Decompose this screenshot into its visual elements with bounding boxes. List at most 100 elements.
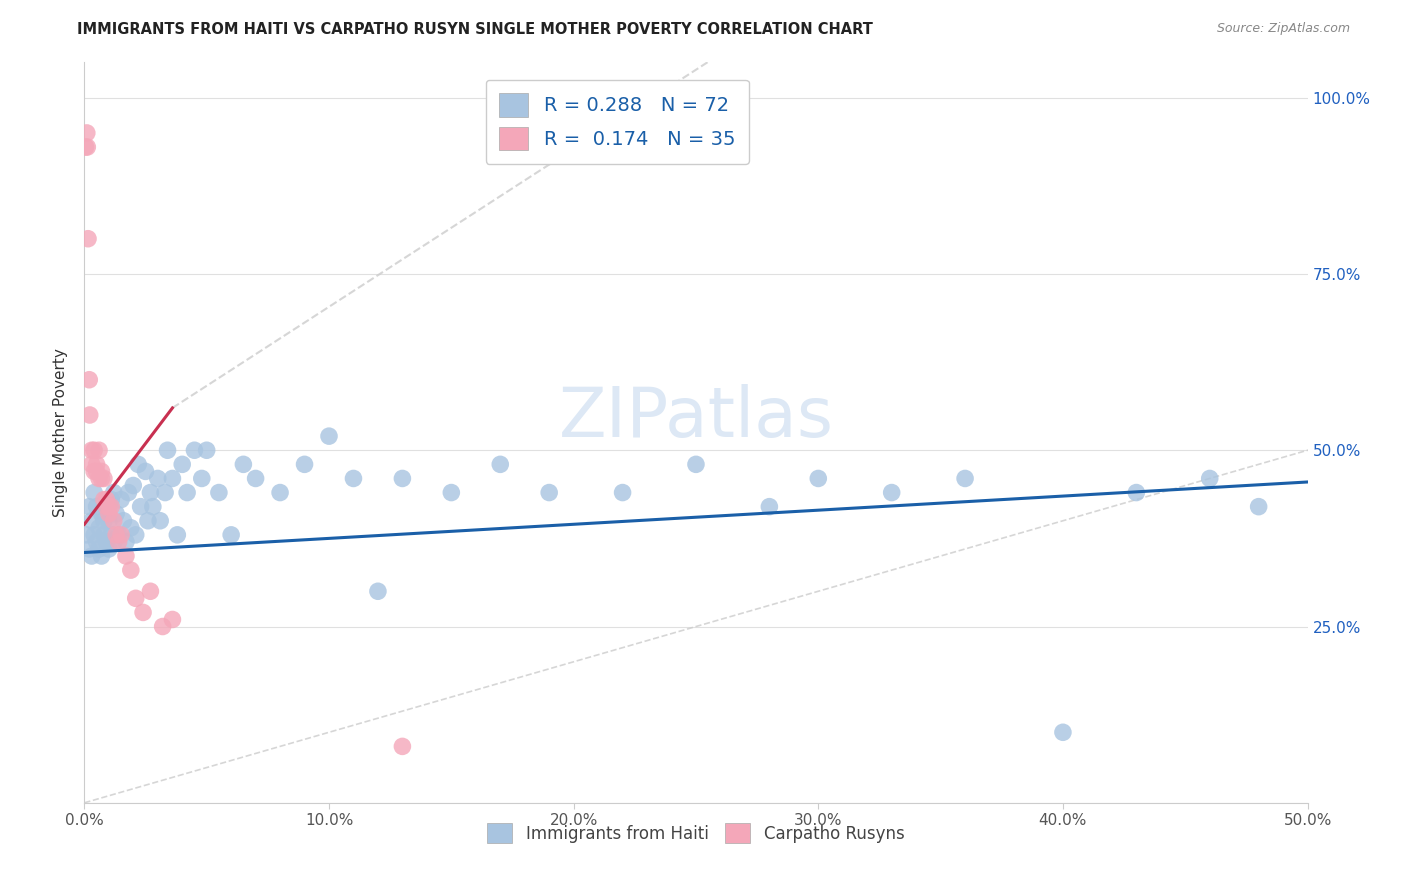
Point [152,619,174,633]
Point [162,612,184,626]
Point [86,500,108,514]
Point [76,528,98,542]
Point [176,485,198,500]
Point [103,514,125,528]
Point [129,500,152,514]
Point [86,464,108,478]
Point [96,500,118,514]
Point [100,500,122,514]
Point [153,485,176,500]
Point [79,408,101,422]
Point [115,549,138,563]
Point [80,549,103,563]
Point [96,492,118,507]
Point [97,507,120,521]
Point [77,373,100,387]
Point [96,500,118,514]
Point [86,535,108,549]
Point [103,485,125,500]
Point [107,528,129,542]
Point [142,500,165,514]
Point [758,500,780,514]
Point [127,458,149,472]
Point [440,485,463,500]
Point [245,471,267,485]
Point [93,471,115,485]
Point [232,458,254,472]
Point [100,528,122,542]
Point [294,458,316,472]
Point [93,514,115,528]
Point [87,471,110,485]
Point [90,464,112,478]
Point [93,492,115,507]
Point [87,521,110,535]
Point [139,584,162,599]
Point [367,584,389,599]
Point [112,514,135,528]
Point [156,443,179,458]
Point [76,126,98,140]
Point [105,528,128,542]
Point [110,492,132,507]
Point [219,528,242,542]
Point [318,429,340,443]
Point [172,458,194,472]
Point [489,458,512,472]
Point [685,458,707,472]
Point [117,485,139,500]
Point [136,514,159,528]
Point [135,464,157,478]
Point [90,507,112,521]
Point [97,541,120,556]
Point [807,471,830,485]
Point [80,458,103,472]
Point [93,528,115,542]
Point [80,514,103,528]
Point [83,464,105,478]
Point [87,443,110,458]
Point [83,528,105,542]
Point [139,485,162,500]
Point [100,492,122,507]
Point [612,485,634,500]
Point [146,471,169,485]
Point [75,140,97,154]
Point [880,485,903,500]
Point [80,443,103,458]
Point [162,471,184,485]
Point [77,541,100,556]
Point [132,606,155,620]
Point [125,528,148,542]
Point [97,514,120,528]
Point [1247,500,1270,514]
Point [538,485,561,500]
Point [195,443,218,458]
Point [269,485,291,500]
Point [86,458,108,472]
Point [208,485,231,500]
Point [391,739,413,754]
Point [76,140,98,154]
Point [1052,725,1074,739]
Point [77,500,100,514]
Point [105,507,128,521]
Text: IMMIGRANTS FROM HAITI VS CARPATHO RUSYN SINGLE MOTHER POVERTY CORRELATION CHART: IMMIGRANTS FROM HAITI VS CARPATHO RUSYN … [77,22,873,37]
Point [97,500,120,514]
Point [90,471,112,485]
Y-axis label: Single Mother Poverty: Single Mother Poverty [53,348,69,517]
Point [83,443,105,458]
Point [125,591,148,606]
Point [953,471,976,485]
Point [110,528,132,542]
Point [87,541,110,556]
Point [96,535,118,549]
Point [391,471,413,485]
Point [107,535,129,549]
Point [90,549,112,563]
Point [83,485,105,500]
Point [120,563,142,577]
Point [342,471,364,485]
Point [120,521,142,535]
Point [166,528,188,542]
